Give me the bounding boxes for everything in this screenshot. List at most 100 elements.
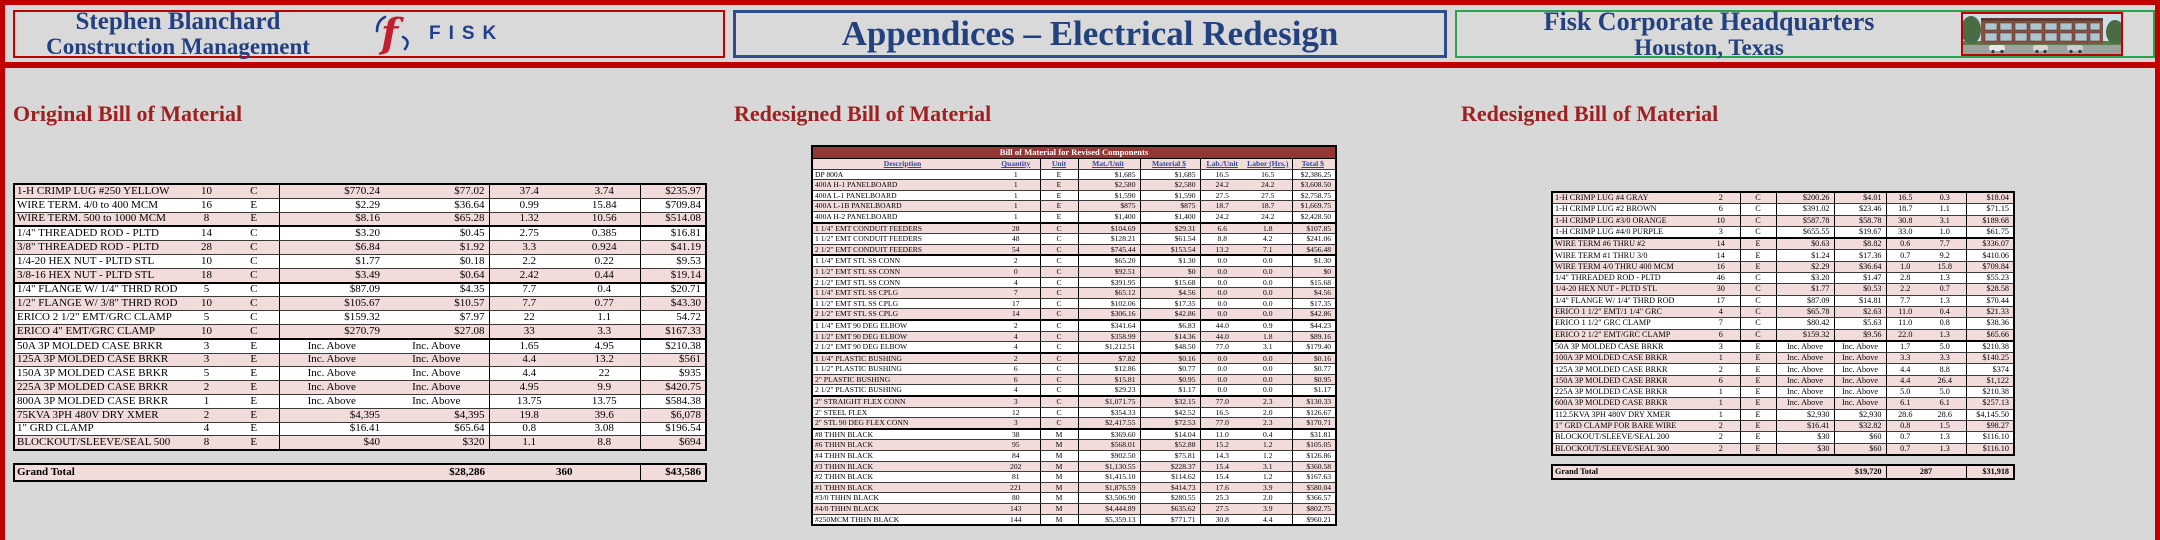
table-cell: Quantity [992, 158, 1041, 170]
table-cell: 4 [992, 384, 1041, 398]
table-cell: Inc. Above [384, 394, 490, 409]
table-row: 100A 3P MOLDED CASE BRKR 1 E Inc. Above Inc.… [1552, 352, 2014, 365]
table-cell: 0.0 [1244, 255, 1293, 267]
table-cell: 6.1 [1886, 397, 1924, 410]
table-cell: 39.6 [569, 408, 641, 423]
table-cell: 5 [184, 366, 229, 382]
table-cell: $16.81 [640, 226, 706, 242]
table-cell: $107.85 [1292, 222, 1337, 235]
table-cell: 3 [992, 417, 1041, 430]
fisk-logo-text: FISK [429, 23, 505, 44]
table-cell: $1,590 [1140, 190, 1201, 202]
table-cell: $114.62 [1140, 471, 1201, 483]
table-cell: $4,395 [279, 408, 384, 423]
table-cell: 2.2 [489, 254, 569, 269]
table-cell: $561 [640, 353, 706, 368]
table-cell: C [1040, 417, 1079, 430]
table-cell: $3.49 [279, 268, 384, 284]
table-cell: 0.4 [569, 282, 641, 298]
table-cell: $2,580 [1078, 179, 1141, 191]
table-cell: 0.0 [1244, 266, 1293, 278]
table-cell: 77.0 [1200, 341, 1244, 354]
table-cell: $4.56 [1140, 287, 1201, 299]
table-row: #3/0 THHN BLACK 80 M $3,506.90 $280.55 25.3 2.… [812, 492, 1337, 504]
table-cell: 2.8 [1886, 272, 1924, 285]
table-cell: Inc. Above [1776, 352, 1835, 365]
table-cell: 1 1/4" EMT CONDUIT FEEDERS [812, 222, 992, 235]
table-cell: $15.68 [1140, 277, 1201, 289]
project-title: Fisk Corporate Headquarters Houston, Tex… [1457, 6, 1961, 61]
table-cell: Inc. Above [1776, 397, 1835, 410]
table-row: BLOCKOUT/SLEEVE/SEAL 300 2 E $30 $60 0.7 1.3 $1… [1552, 443, 2014, 456]
table-cell: 46 [1702, 272, 1741, 285]
table-cell: $42.86 [1292, 308, 1337, 321]
table-cell: 0.22 [569, 254, 641, 269]
table-cell: $14.36 [1140, 331, 1201, 343]
project-name: Fisk Corporate Headquarters [1543, 6, 1875, 36]
table-cell: 225A 3P MOLDED CASE BRKR [1552, 386, 1702, 399]
table-cell: $116.10 [1966, 443, 2014, 456]
table-cell: 1 1/4" EMT STL SS CPLG [812, 287, 992, 299]
table-cell: $153.54 [1140, 244, 1201, 257]
table-row: 1-H CRIMP LUG #3/0 ORANGE 10 C $587.78 $58.7… [1552, 215, 2014, 227]
table-cell: 0.0 [1200, 384, 1244, 398]
table-cell: $4.01 [1834, 192, 1887, 205]
table-cell: C [1040, 244, 1079, 257]
table-cell: $87.09 [279, 282, 384, 298]
table-cell: 16.5 [1244, 169, 1293, 181]
table-row: 1-H CRIMP LUG #250 YELLOW 10 C $770.24 $77.0… [14, 184, 706, 199]
table-cell: $189.68 [1966, 215, 2014, 227]
table-cell: 2 [1702, 431, 1741, 444]
project-location: Houston, Texas [1634, 34, 1784, 60]
table-cell: $21.33 [1966, 306, 2014, 319]
table-cell: $1,400 [1140, 211, 1201, 224]
table-cell: 18.7 [1244, 200, 1293, 212]
table-cell: 44.0 [1200, 319, 1244, 332]
table-cell: $306.16 [1078, 308, 1141, 321]
table-cell: 1.65 [489, 338, 569, 354]
table-cell: 22 [489, 310, 569, 325]
table-cell: $15.68 [1292, 277, 1337, 289]
table-cell: $28.58 [1966, 283, 2014, 296]
table-cell: WIRE TERM. 500 to 1000 MCM [14, 212, 184, 228]
table-row: 1 1/4" EMT 90 DEG ELBOW 2 C $341.64 $6.83 44.… [812, 319, 1337, 332]
table-cell: 400A H-1 PANELBOARD [812, 179, 992, 191]
table-cell: 221 [992, 482, 1041, 494]
table-cell: 3.1 [1244, 461, 1293, 473]
table-cell: 0.8 [1924, 317, 1967, 330]
table-cell: $2,930 [1834, 409, 1887, 421]
table-cell: Inc. Above [384, 353, 490, 368]
table-cell: 13.75 [489, 394, 569, 409]
table-cell: M [1040, 503, 1079, 515]
table-cell: $1.30 [1292, 255, 1337, 267]
table-row: 2 1/2" EMT STL SS CONN 4 C $391.95 $15.68 0.0… [812, 277, 1337, 289]
table-cell: $6.84 [279, 240, 384, 255]
table-cell: 2 1/2" EMT STL SS CONN [812, 277, 992, 289]
table-cell: 13.2 [1200, 244, 1244, 257]
table-cell: 1 1/2" EMT CONDUIT FEEDERS [812, 233, 992, 245]
table-cell: $369.60 [1078, 428, 1141, 441]
table-cell: 19.8 [489, 408, 569, 423]
table-cell: $0.95 [1292, 374, 1337, 386]
table-cell: 28 [992, 222, 1041, 235]
table-row: 1 1/2" EMT 90 DEG ELBOW 4 C $358.99 $14.36 44… [812, 331, 1337, 343]
table-cell: 48 [992, 233, 1041, 245]
table-cell: $140.25 [1966, 352, 2014, 365]
table-cell: Inc. Above [1834, 397, 1887, 410]
table-cell: 10.56 [569, 212, 641, 228]
table-cell: 10 [184, 254, 229, 269]
table-cell: $1.17 [1140, 384, 1201, 398]
table-cell: $4,444.89 [1078, 503, 1141, 515]
table-cell: $16.41 [1776, 420, 1835, 433]
table-row: 225A 3P MOLDED CASE BRKR 2 E Inc. Above Inc.… [14, 380, 706, 395]
table-cell: $65.66 [1966, 329, 2014, 342]
table-row: 1 1/2" EMT STL SS CPLG 17 C $102.06 $17.35 0.… [812, 298, 1337, 310]
fisk-logo: f FISK [371, 11, 504, 57]
table-cell: $77.02 [384, 184, 490, 199]
table-row: 400A H-2 PANELBOARD 1 E $1,400 $1,400 24.2 24.… [812, 211, 1337, 224]
table-cell: $0.77 [1292, 363, 1337, 375]
table-cell: 1 [992, 190, 1041, 202]
table-cell: $1.92 [384, 240, 490, 255]
table-cell: 360 [489, 464, 641, 482]
